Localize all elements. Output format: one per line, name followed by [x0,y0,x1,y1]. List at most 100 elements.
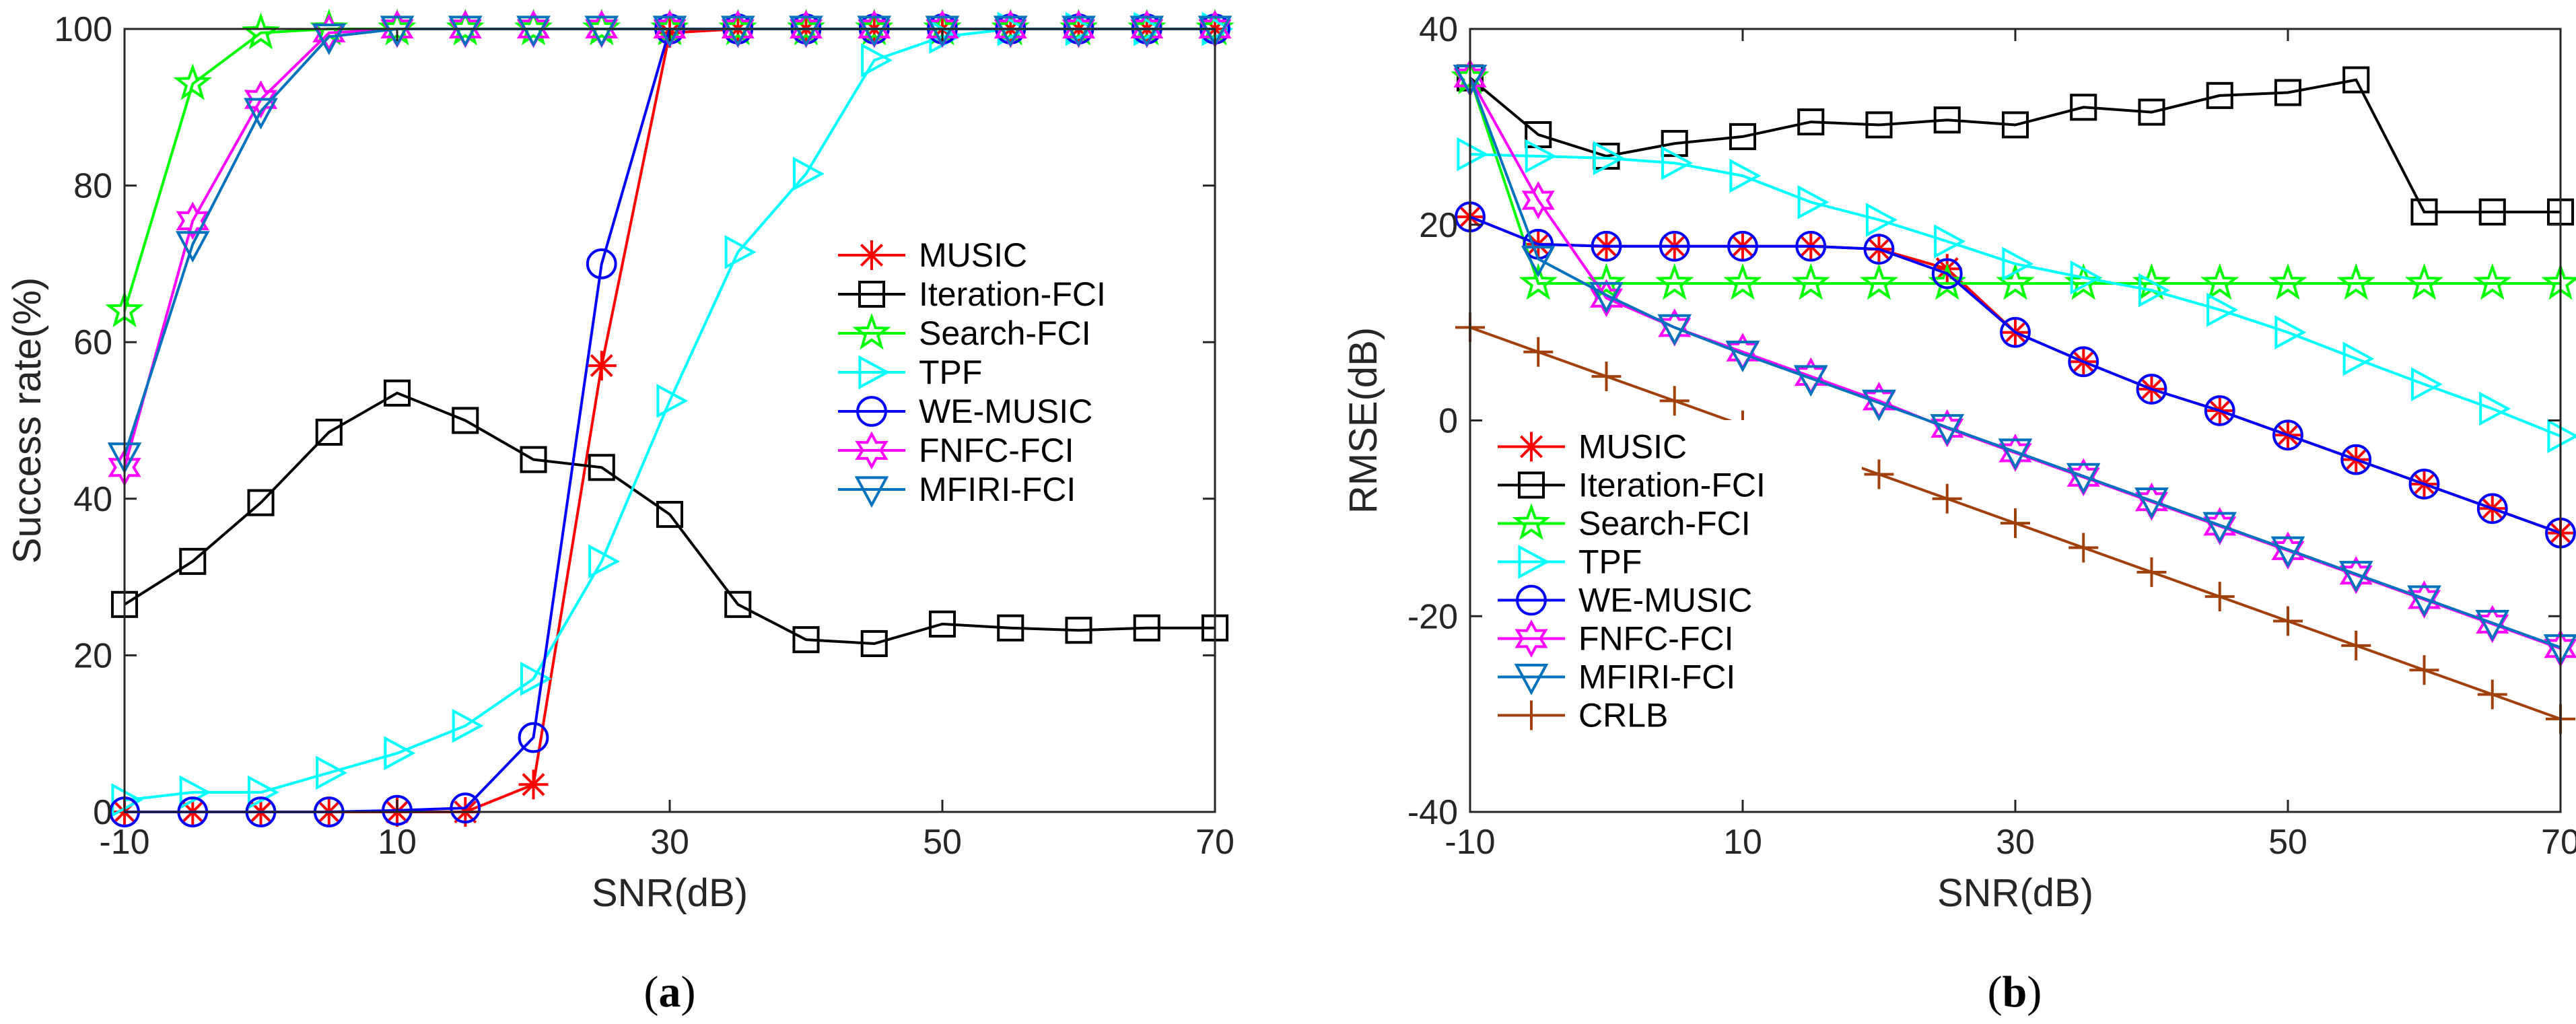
data-point-mfiri-fci-15 [2475,609,2510,642]
panel-b-rmse-chart: -10 10 30 50 70 -40 -20 0 20 40 SNR(dB) RMSE(dB) MUS… [1342,10,2576,1017]
data-point-iteration-fci-6 [1865,111,1893,139]
series-line-tpf [1469,153,2561,438]
data-point-mfiri-fci-5 [1793,365,1828,397]
data-point-mfiri-fci-10 [2134,487,2169,520]
legend-label-mfiri-fci: MFIRI-FCI [919,471,1076,508]
x-tick-label: 10 [1723,823,1762,862]
data-point-fnfc-fci-1 [1521,181,1555,219]
data-point-iteration-fci-1 [179,547,207,575]
series-line-mfiri-fci [1469,77,2561,649]
caption-letter: a [659,967,681,1017]
data-point-tpf-11 [2206,292,2239,327]
data-point-music-6 [518,770,549,800]
x-tick-label: 70 [1195,823,1234,862]
data-point-search-fci-12 [2268,263,2307,300]
data-point-mfiri-fci-4 [380,15,415,48]
data-point-we-music-6 [1863,234,1895,265]
data-point-tpf-15 [2479,391,2511,426]
data-point-mfiri-fci-2 [244,98,278,130]
legend: MUSICIteration-FCISearch-FCITPFWE-MUSICF… [824,228,1192,516]
data-point-crlb-11 [2204,582,2235,612]
y-tick-label: -40 [1407,793,1458,832]
data-point-search-fci-13 [2336,263,2375,300]
y-tick-label: 100 [54,10,112,49]
data-point-we-music-4 [382,794,413,826]
x-axis-label: SNR(dB) [592,871,748,915]
data-point-search-fci-6 [1859,263,1899,300]
data-point-iteration-fci-13 [997,614,1024,642]
data-point-iteration-fci-4 [383,379,411,407]
data-point-mfiri-fci-16 [1197,15,1232,48]
data-point-we-music-14 [2408,469,2440,500]
data-point-iteration-fci-2 [247,489,275,516]
data-point-tpf-0 [111,783,143,817]
y-tick-label: 80 [73,167,112,206]
data-point-search-fci-3 [1655,263,1694,300]
series-line-we-music [1469,215,2561,535]
data-point-tpf-11 [861,43,893,77]
legend-label-music: MUSIC [919,236,1027,274]
data-point-crlb-1 [1523,337,1554,367]
data-point-mfiri-fci-3 [1657,314,1692,346]
data-point-mfiri-fci-6 [1862,389,1896,421]
data-point-mfiri-fci-8 [1998,438,2033,471]
data-point-mfiri-fci-14 [1061,15,1096,48]
legend-label-we-music: WE-MUSIC [919,392,1092,430]
x-tick-label: 70 [2541,823,2576,862]
legend-marker-music [857,240,886,270]
y-tick-label: 0 [1438,402,1458,441]
legend-marker-we-music [856,396,887,427]
data-point-tpf-6 [520,661,552,696]
data-point-search-fci-7 [1928,263,1967,300]
data-point-we-music-5 [450,792,481,824]
data-point-mfiri-fci-5 [448,15,483,48]
data-point-tpf-10 [2138,273,2170,308]
legend-label-search-fci: Search-FCI [1578,505,1751,543]
legend-marker-iteration-fci [1517,471,1545,499]
data-point-tpf-6 [1865,203,1898,237]
legend-marker-crlb [1517,700,1546,730]
legend-label-we-music: WE-MUSIC [1578,582,1752,619]
caption-open-paren: ( [1988,967,2003,1017]
data-point-mfiri-fci-13 [993,15,1028,48]
data-point-iteration-fci-11 [2206,81,2233,109]
data-point-iteration-fci-4 [1729,123,1757,150]
legend-marker-tpf [1518,545,1550,579]
data-point-iteration-fci-14 [1065,617,1092,644]
legend-label-music: MUSIC [1578,428,1687,466]
legend-label-fnfc-fci: FNFC-FCI [1578,620,1734,658]
y-axis-label: RMSE(dB) [1342,327,1385,514]
data-point-mfiri-fci-9 [720,15,755,48]
data-point-iteration-fci-5 [1797,108,1825,136]
legend-label-fnfc-fci: FNFC-FCI [919,432,1074,469]
data-point-mfiri-fci-9 [2066,463,2101,495]
legend-marker-fnfc-fci [855,431,889,470]
data-point-iteration-fci-7 [588,454,615,481]
data-point-tpf-14 [2410,367,2443,402]
data-point-tpf-2 [247,775,279,810]
data-point-search-fci-14 [2404,263,2444,300]
legend-marker-fnfc-fci [1515,619,1548,658]
data-point-music-7 [586,351,617,381]
x-tick-label: 30 [650,823,689,862]
data-point-crlb-15 [2477,679,2507,710]
data-point-tpf-1 [179,775,211,810]
data-point-mfiri-fci-15 [1129,15,1164,48]
data-point-tpf-8 [2002,246,2034,281]
data-point-tpf-8 [656,384,689,418]
legend-marker-music [1517,432,1546,462]
caption-close-paren: ) [681,967,696,1017]
data-point-iteration-fci-15 [2478,198,2506,226]
data-point-tpf-2 [1593,141,1625,176]
series-line-iteration-fci [1469,77,2561,213]
data-point-iteration-fci-10 [2138,98,2165,126]
data-point-we-music-8 [2000,316,2031,348]
data-point-tpf-10 [792,156,825,191]
panel-a-success-rate-chart: -10 10 30 50 70 0 20 40 60 80 100 SNR(dB) Success ra… [5,8,1234,1017]
data-point-tpf-4 [1729,158,1762,193]
data-point-crlb-2 [1591,362,1622,392]
data-point-we-music-3 [1659,230,1690,262]
legend-label-mfiri-fci: MFIRI-FCI [1578,658,1735,696]
data-point-tpf-13 [2342,341,2375,376]
data-point-tpf-5 [452,708,484,743]
